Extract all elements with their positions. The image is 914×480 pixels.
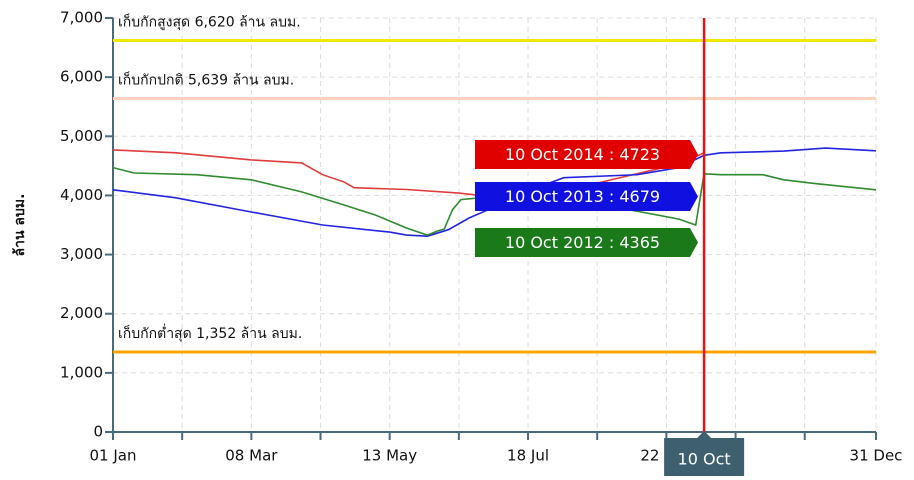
series-line [112,149,705,197]
crosshair-pointer [697,431,712,438]
y-tick-label: 1,000 [60,363,103,381]
tooltip-box [475,140,698,169]
y-tick-label: 2,000 [60,304,103,322]
y-tick-label: 4,000 [60,186,103,204]
y-tick-label: 0 [93,423,103,441]
y-tick-label: 5,000 [60,127,103,145]
tooltip-text: 10 Oct 2014 : 4723 [505,145,660,164]
crosshair-label-box [664,438,745,478]
tooltip-text: 10 Oct 2012 : 4365 [505,233,660,252]
y-axis-label: ล้าน ลบม. [12,194,28,257]
y-tick-label: 6,000 [60,68,103,86]
crosshair-label: 10 Oct [678,450,731,469]
x-tick-label: 08 Mar [225,447,278,465]
y-tick-label: 3,000 [60,245,103,263]
x-tick-label: 18 Jul [507,447,549,465]
reference-label: เก็บกักสูงสุด 6,620 ล้าน ลบม. [118,12,301,30]
tooltip-box [475,182,698,211]
series-line [112,166,877,236]
tooltip-box [475,228,698,257]
reference-label: เก็บกักปกติ 5,639 ล้าน ลบม. [118,70,294,88]
reference-label: เก็บกักต่ำสุด 1,352 ล้าน ลบม. [118,324,302,342]
tooltip-text: 10 Oct 2013 : 4679 [505,187,660,206]
x-tick-label: 01 Jan [90,447,137,465]
x-tick-label: 31 Dec [850,447,903,465]
y-tick-label: 7,000 [60,9,103,27]
x-tick-label: 13 May [362,447,417,465]
